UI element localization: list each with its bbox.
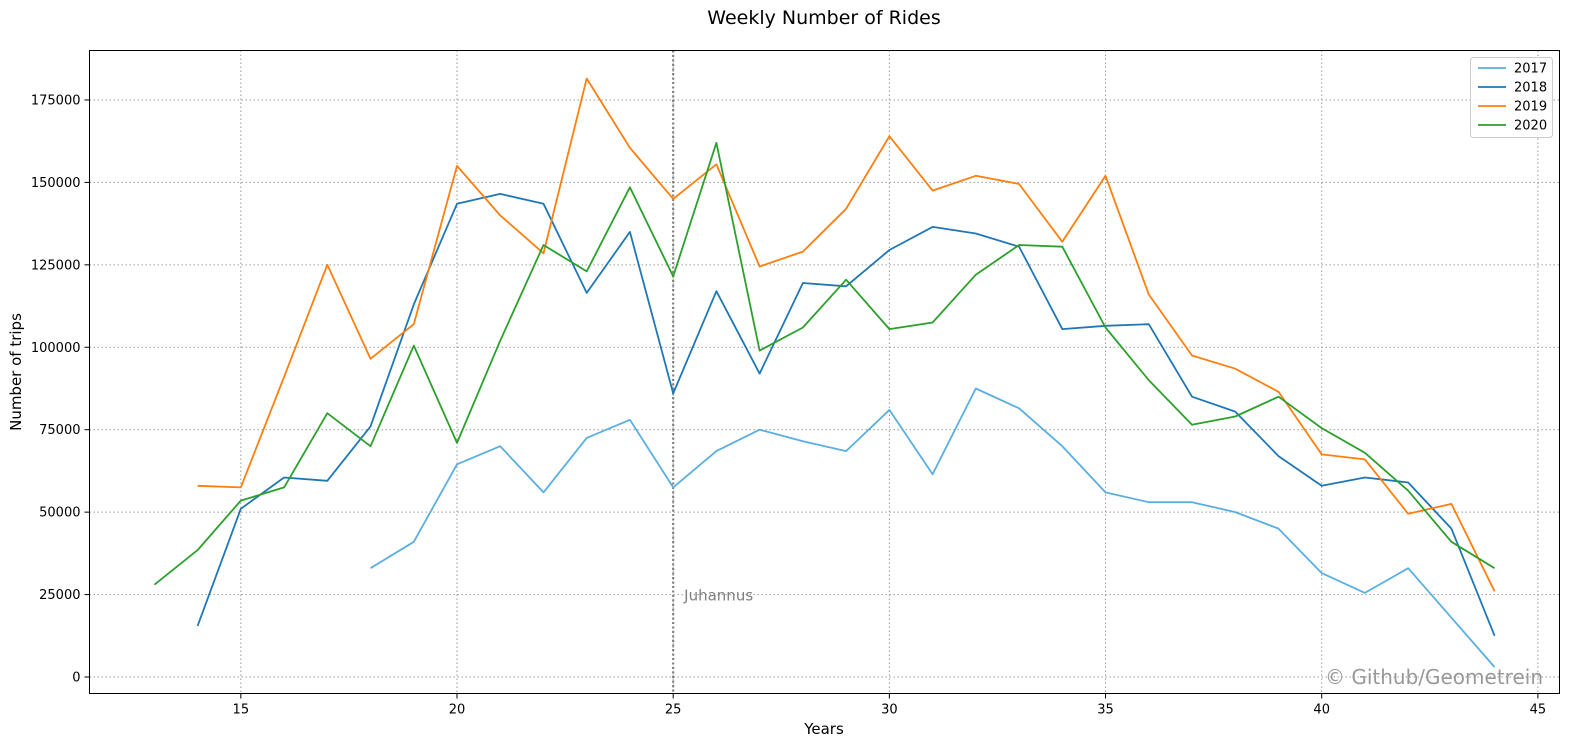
x-axis-label: Years	[803, 720, 844, 738]
legend-box	[1470, 57, 1553, 138]
y-tick-label: 25000	[39, 588, 80, 603]
chart-title: Weekly Number of Rides	[707, 7, 940, 29]
legend-label-2019: 2019	[1514, 100, 1547, 115]
watermark: © Github/Geometrein	[1325, 665, 1543, 689]
legend-label-2017: 2017	[1514, 62, 1547, 77]
legend: 2017 2018 2019 2020	[1470, 57, 1553, 138]
x-tick-label: 45	[1530, 703, 1547, 718]
series-lines	[153, 77, 1496, 668]
series-line-2018	[196, 192, 1496, 637]
y-tick-label: 50000	[39, 506, 80, 521]
annotations: Juhannus	[672, 50, 753, 694]
x-tick-label: 35	[1097, 703, 1114, 718]
x-tick-label: 40	[1313, 703, 1330, 718]
y-tick-label: 150000	[31, 176, 81, 191]
x-tick-label: 20	[449, 703, 466, 718]
plot-frame	[89, 50, 1560, 694]
juhannus-label: Juhannus	[683, 587, 753, 605]
series-line-2020	[153, 141, 1496, 586]
y-axis-label: Number of trips	[7, 313, 25, 431]
x-axis-ticks: 15 20 25 30 35 40 45	[233, 693, 1547, 718]
x-tick-label: 25	[665, 703, 682, 718]
y-tick-label: 75000	[39, 423, 80, 438]
legend-label-2018: 2018	[1514, 81, 1547, 96]
y-tick-label: 0	[72, 671, 80, 686]
y-tick-label: 175000	[31, 93, 81, 108]
series-line-2019	[197, 77, 1496, 592]
x-tick-label: 30	[881, 703, 898, 718]
y-axis-ticks: 0 25000 50000 75000 100000 125000 150000 175000	[31, 93, 90, 686]
x-tick-label: 15	[233, 703, 250, 718]
y-tick-label: 100000	[31, 341, 81, 356]
y-tick-label: 125000	[31, 258, 81, 273]
legend-label-2020: 2020	[1514, 119, 1547, 134]
series-line-2017	[370, 387, 1496, 668]
gridlines	[89, 50, 1560, 694]
